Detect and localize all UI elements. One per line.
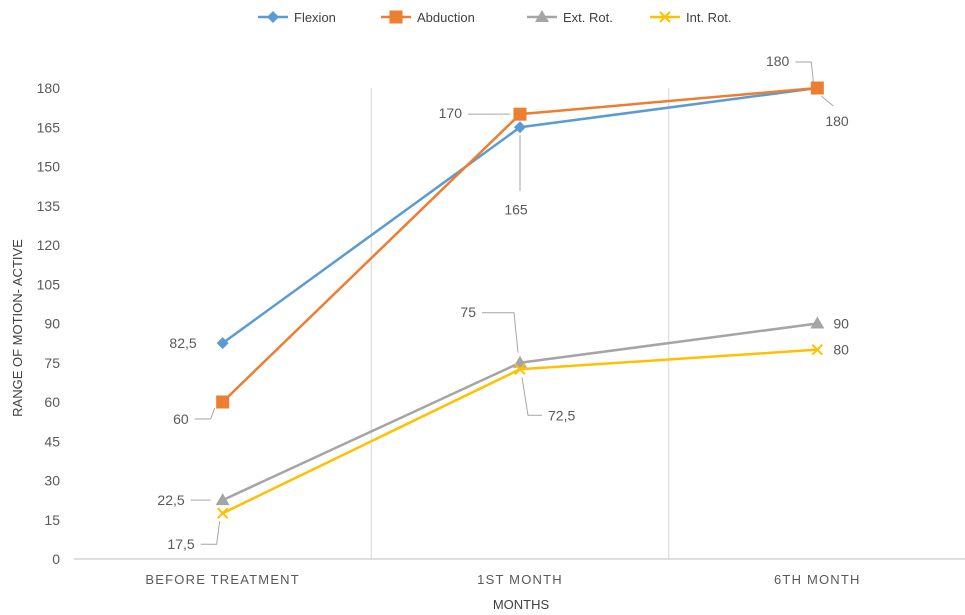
series-abduction	[216, 81, 824, 409]
data-label: 170	[439, 105, 463, 121]
y-tick-label: 165	[37, 119, 61, 135]
data-label: 180	[825, 113, 849, 129]
grid	[74, 88, 965, 560]
y-tick-label: 45	[44, 433, 60, 449]
marker-triangle	[810, 316, 825, 329]
x-axis-title: MONTHS	[493, 597, 550, 612]
marker-x	[659, 11, 671, 23]
x-tick-label: 6TH MONTH	[774, 572, 861, 587]
legend-item: Abduction	[381, 10, 475, 25]
marker-diamond	[514, 121, 526, 134]
y-tick-label: 75	[44, 355, 60, 371]
marker-square	[513, 107, 527, 121]
y-tick-label: 15	[44, 512, 60, 528]
legend-label: Ext. Rot.	[563, 10, 613, 25]
leader-line	[194, 407, 216, 420]
data-label: 75	[460, 304, 476, 320]
data-label: 80	[833, 342, 849, 358]
leader-line	[200, 521, 221, 545]
series-line	[222, 322, 818, 502]
leader-line	[821, 95, 834, 107]
leader-line	[521, 377, 542, 416]
y-tick-label: 135	[37, 198, 61, 214]
leader-line	[482, 312, 519, 353]
legend-item: Flexion	[258, 10, 336, 25]
series-line	[222, 348, 818, 515]
y-tick-label: 0	[52, 551, 60, 567]
marker-x-stroke	[514, 363, 526, 375]
data-label: 17,5	[167, 536, 194, 552]
marker-x	[811, 343, 824, 356]
data-label: 90	[833, 316, 849, 332]
marker-x-stroke	[659, 11, 671, 23]
data-label: 22,5	[157, 492, 184, 508]
data-labels: 82,5 165 180 60 170 180 22,5 75 90 17,5 72,5 80	[157, 53, 849, 552]
data-label: 180	[766, 53, 790, 69]
y-axis-ticks: 0 15 30 45 60 75 90 105 120 135 150 165 180	[37, 80, 61, 567]
y-tick-label: 180	[37, 80, 61, 96]
data-label-leaders	[190, 61, 834, 545]
data-label: 60	[173, 411, 189, 427]
legend-label: Flexion	[294, 10, 336, 25]
legend-label: Abduction	[417, 10, 475, 25]
series-group	[215, 81, 825, 519]
x-axis-ticks: BEFORE TREATMENT 1ST MONTH 6TH MONTH	[145, 572, 861, 587]
marker-triangle	[535, 10, 549, 22]
data-label: 165	[504, 201, 528, 217]
marker-square	[389, 10, 403, 24]
x-tick-label: 1ST MONTH	[477, 572, 563, 587]
leader-line	[795, 61, 814, 83]
legend-item: Ext. Rot.	[527, 10, 613, 25]
series-int-rot	[216, 343, 824, 519]
legend-item: Int. Rot.	[650, 10, 732, 25]
y-tick-label: 150	[37, 159, 61, 175]
x-tick-label: BEFORE TREATMENT	[145, 572, 300, 587]
y-axis-title: RANGE OF MOTION- ACTIVE	[10, 239, 25, 417]
marker-diamond	[216, 337, 229, 350]
marker-x-stroke	[811, 343, 824, 356]
y-tick-label: 90	[44, 316, 60, 332]
marker-square	[216, 395, 230, 409]
marker-x	[514, 363, 526, 375]
marker-square	[810, 81, 824, 95]
data-label: 82,5	[169, 335, 196, 351]
y-tick-label: 105	[37, 276, 61, 292]
legend: Flexion Abduction Ext. Rot. Int. Rot.	[258, 10, 732, 25]
y-tick-label: 30	[44, 473, 60, 489]
data-label: 72,5	[548, 407, 575, 423]
marker-triangle	[215, 493, 230, 506]
series-ext-rot	[215, 316, 825, 506]
marker-x-stroke	[216, 507, 229, 519]
legend-label: Int. Rot.	[686, 10, 732, 25]
marker-diamond	[267, 11, 279, 23]
marker-x	[216, 507, 229, 519]
y-tick-label: 120	[37, 237, 61, 253]
y-tick-label: 60	[44, 394, 60, 410]
